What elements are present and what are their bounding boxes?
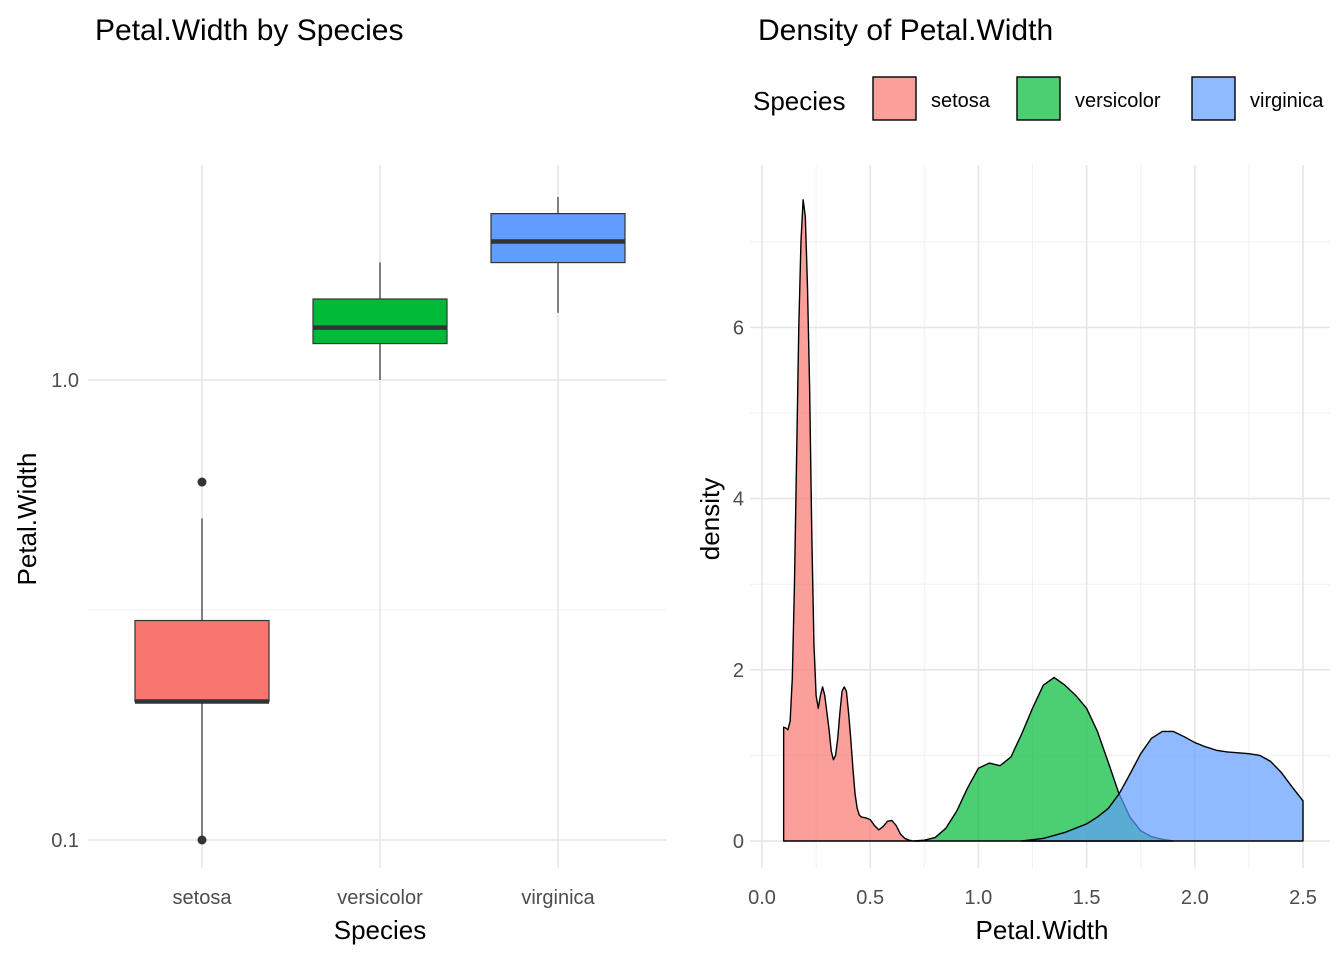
- density-panel: Density of Petal.Width Species setosa ver…: [695, 14, 1330, 945]
- box-setosa: [134, 619, 270, 703]
- density-legend: Species setosa versicolor virginica: [753, 76, 1324, 121]
- density-y-axis-label: density: [695, 478, 725, 560]
- boxplot-panel: Petal.Width by Species 0.1 1.0 setosa versi…: [12, 14, 666, 945]
- density-x-tick-label: 2.5: [1289, 887, 1317, 909]
- density-marks: [782, 199, 1304, 842]
- legend-label-virginica: virginica: [1250, 90, 1324, 112]
- legend-items: setosa versicolor virginica: [872, 76, 1324, 121]
- legend-title: Species: [753, 86, 846, 116]
- box-outlier-point: [197, 835, 207, 845]
- density-y-tick-label: 2: [733, 660, 744, 682]
- box-outlier-point: [197, 477, 207, 487]
- density-x-tick-label: 0.0: [748, 887, 776, 909]
- density-area-setosa: [782, 199, 921, 842]
- box-virginica: [490, 213, 626, 264]
- boxplot-y-axis-label: Petal.Width: [12, 453, 42, 586]
- legend-key-versicolor: [1016, 76, 1061, 121]
- density-x-tick-label: 1.0: [964, 887, 992, 909]
- density-y-tick-label: 6: [733, 317, 744, 339]
- boxplot-title: Petal.Width by Species: [95, 14, 403, 47]
- density-y-tick-label: 0: [733, 831, 744, 853]
- boxplot-grid: [88, 165, 666, 868]
- density-title: Density of Petal.Width: [758, 14, 1053, 47]
- density-x-tick-label: 0.5: [856, 887, 884, 909]
- boxplot-x-tick-label: versicolor: [337, 887, 423, 909]
- legend-key-virginica: [1191, 76, 1236, 121]
- density-x-tick-label: 2.0: [1181, 887, 1209, 909]
- density-x-tick-label: 1.5: [1073, 887, 1101, 909]
- density-y-tick-label: 4: [733, 489, 744, 511]
- boxplot-marks: [134, 196, 626, 845]
- boxplot-x-tick-label: setosa: [173, 887, 233, 909]
- boxplot-y-tick-label: 0.1: [51, 830, 79, 852]
- legend-key-setosa: [872, 76, 917, 121]
- density-axes: 0.0 0.5 1.0 1.5 2.0 2.5 0 2 4 6: [733, 317, 1317, 909]
- density-x-axis-label: Petal.Width: [976, 915, 1109, 945]
- boxplot-y-tick-label: 1.0: [51, 370, 79, 392]
- boxplot-x-axis-label: Species: [334, 915, 427, 945]
- density-area-virginica: [1020, 730, 1304, 842]
- boxplot-x-tick-label: virginica: [521, 887, 595, 909]
- legend-label-versicolor: versicolor: [1075, 90, 1161, 112]
- box-versicolor: [312, 298, 448, 345]
- boxplot-axes: 0.1 1.0 setosa versicolor virginica: [51, 370, 595, 909]
- legend-label-setosa: setosa: [931, 90, 991, 112]
